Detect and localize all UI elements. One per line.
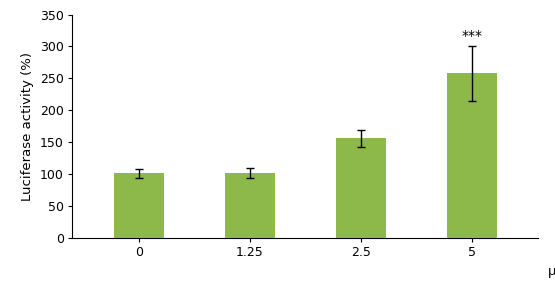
Bar bbox=[114, 173, 164, 238]
Y-axis label: Luciferase activity (%): Luciferase activity (%) bbox=[22, 52, 34, 201]
Text: μM: μM bbox=[548, 264, 555, 278]
Text: ***: *** bbox=[461, 29, 482, 43]
Bar bbox=[336, 138, 386, 238]
Bar bbox=[225, 173, 275, 238]
Bar bbox=[447, 73, 497, 238]
